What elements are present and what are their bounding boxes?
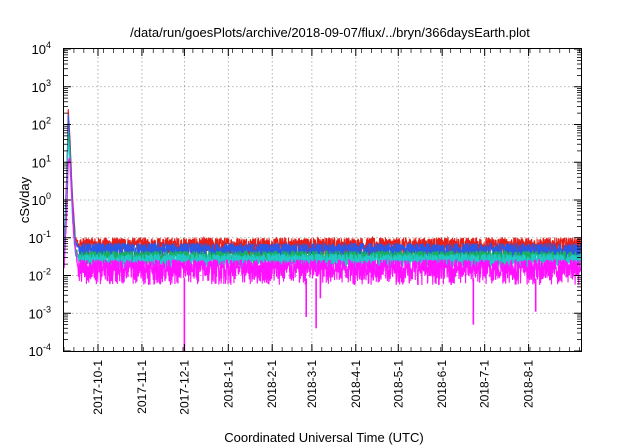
chart-title: /data/run/goesPlots/archive/2018-09-07/f… xyxy=(130,25,530,40)
y-tick-labels: 10-4 10-3 10-2 10-1 100 101 102 103 104 xyxy=(29,40,51,359)
y-tick-label: 101 xyxy=(32,153,51,170)
series-line xyxy=(63,141,582,271)
x-tick-label: 2018-6-1 xyxy=(435,360,449,408)
y-tick-label: 10-4 xyxy=(29,342,51,359)
x-axis-label: Coordinated Universal Time (UTC) xyxy=(224,430,423,445)
x-tick-label: 2018-3-1 xyxy=(305,360,319,408)
series-path xyxy=(63,157,582,286)
y-tick-label: 102 xyxy=(32,116,51,133)
y-tick-label: 10-1 xyxy=(29,229,51,246)
y-tick-label: 10-2 xyxy=(29,267,51,284)
grid xyxy=(64,49,581,351)
x-tick-label: 2017-11-1 xyxy=(135,360,149,414)
series-group xyxy=(63,109,582,351)
series-path xyxy=(63,114,582,262)
x-tick-label: 2017-10-1 xyxy=(91,360,105,415)
y-tick-label: 10-3 xyxy=(29,304,51,321)
series-line xyxy=(63,109,582,260)
plot-frame xyxy=(63,48,582,352)
x-tick-label: 2018-7-1 xyxy=(478,360,492,408)
series-path xyxy=(63,109,582,260)
x-tick-label: 2017-12-1 xyxy=(177,360,191,415)
x-tick-label: 2018-4-1 xyxy=(349,360,363,408)
x-tick-label: 2018-1-1 xyxy=(221,360,235,408)
y-tick-label: 104 xyxy=(32,40,51,57)
series-line xyxy=(63,114,582,262)
y-tick-label: 100 xyxy=(32,191,51,208)
y-axis-label: cSv/day xyxy=(17,176,32,223)
x-tick-label: 2018-2-1 xyxy=(265,360,279,408)
x-tick-label: 2018-5-1 xyxy=(391,360,405,408)
tick-marks xyxy=(63,48,581,352)
series-path xyxy=(63,141,582,271)
x-tick-label: 2018-8-1 xyxy=(522,360,536,408)
y-tick-label: 103 xyxy=(32,78,51,95)
series-line xyxy=(63,157,582,351)
x-tick-labels: 2017-10-1 2017-11-1 2017-12-1 2018-1-1 2018-… xyxy=(91,360,536,415)
